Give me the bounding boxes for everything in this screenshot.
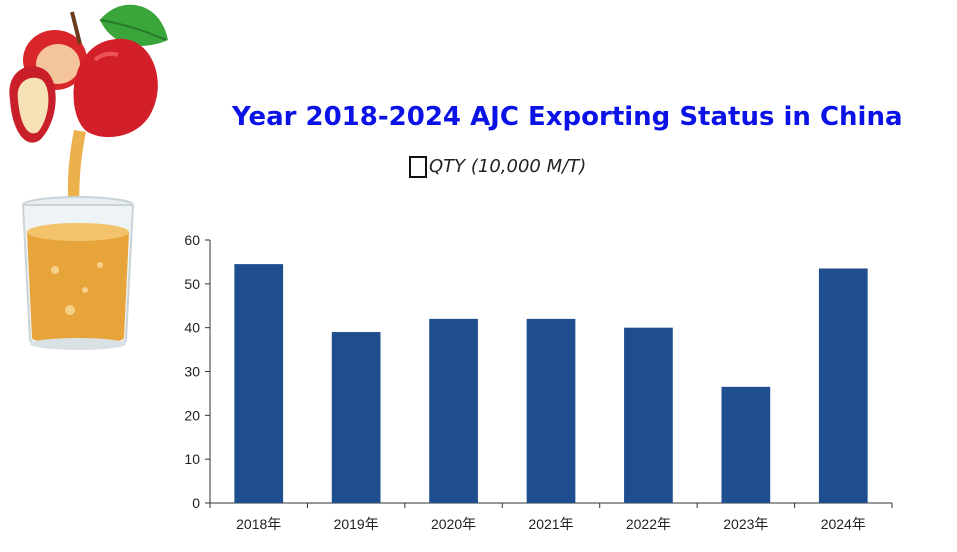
y-tick-label: 0	[192, 495, 200, 511]
legend-swatch	[409, 156, 427, 178]
x-tick-label: 2022年	[626, 516, 671, 532]
x-tick-label: 2018年	[236, 516, 281, 532]
chart-title: Year 2018-2024 AJC Exporting Status in C…	[232, 102, 903, 132]
legend-label: QTY (10,000 M/T)	[429, 156, 587, 177]
chart-legend: QTY (10,000 M/T)	[409, 156, 586, 178]
y-tick-label: 50	[184, 276, 200, 292]
x-tick-label: 2019年	[334, 516, 379, 532]
y-tick-label: 10	[184, 451, 200, 467]
y-tick-label: 60	[184, 232, 200, 248]
bar-5	[721, 386, 771, 503]
y-tick-label: 20	[184, 407, 200, 423]
x-axis-ticks: 2018年 2019年 2020年 2021年 2022年 2023年 2024年	[209, 503, 893, 532]
bar-2	[429, 318, 478, 503]
bar-0	[234, 264, 284, 503]
y-axis-ticks: 0 10 20 30 40 50 60	[184, 232, 210, 511]
bar-6	[818, 268, 868, 503]
apple-juice-illustration	[9, 4, 168, 350]
x-tick-label: 2023年	[723, 516, 768, 532]
bar-4	[624, 327, 673, 503]
x-tick-label: 2020年	[431, 516, 476, 532]
x-tick-label: 2024年	[821, 516, 866, 532]
y-tick-label: 40	[184, 320, 200, 336]
x-tick-label: 2021年	[528, 516, 573, 532]
bar-1	[331, 332, 381, 503]
y-tick-label: 30	[184, 364, 200, 380]
apple-icon	[9, 4, 168, 143]
chart-bars	[234, 264, 868, 503]
bar-3	[526, 318, 576, 503]
juice-glass-icon	[21, 196, 135, 350]
